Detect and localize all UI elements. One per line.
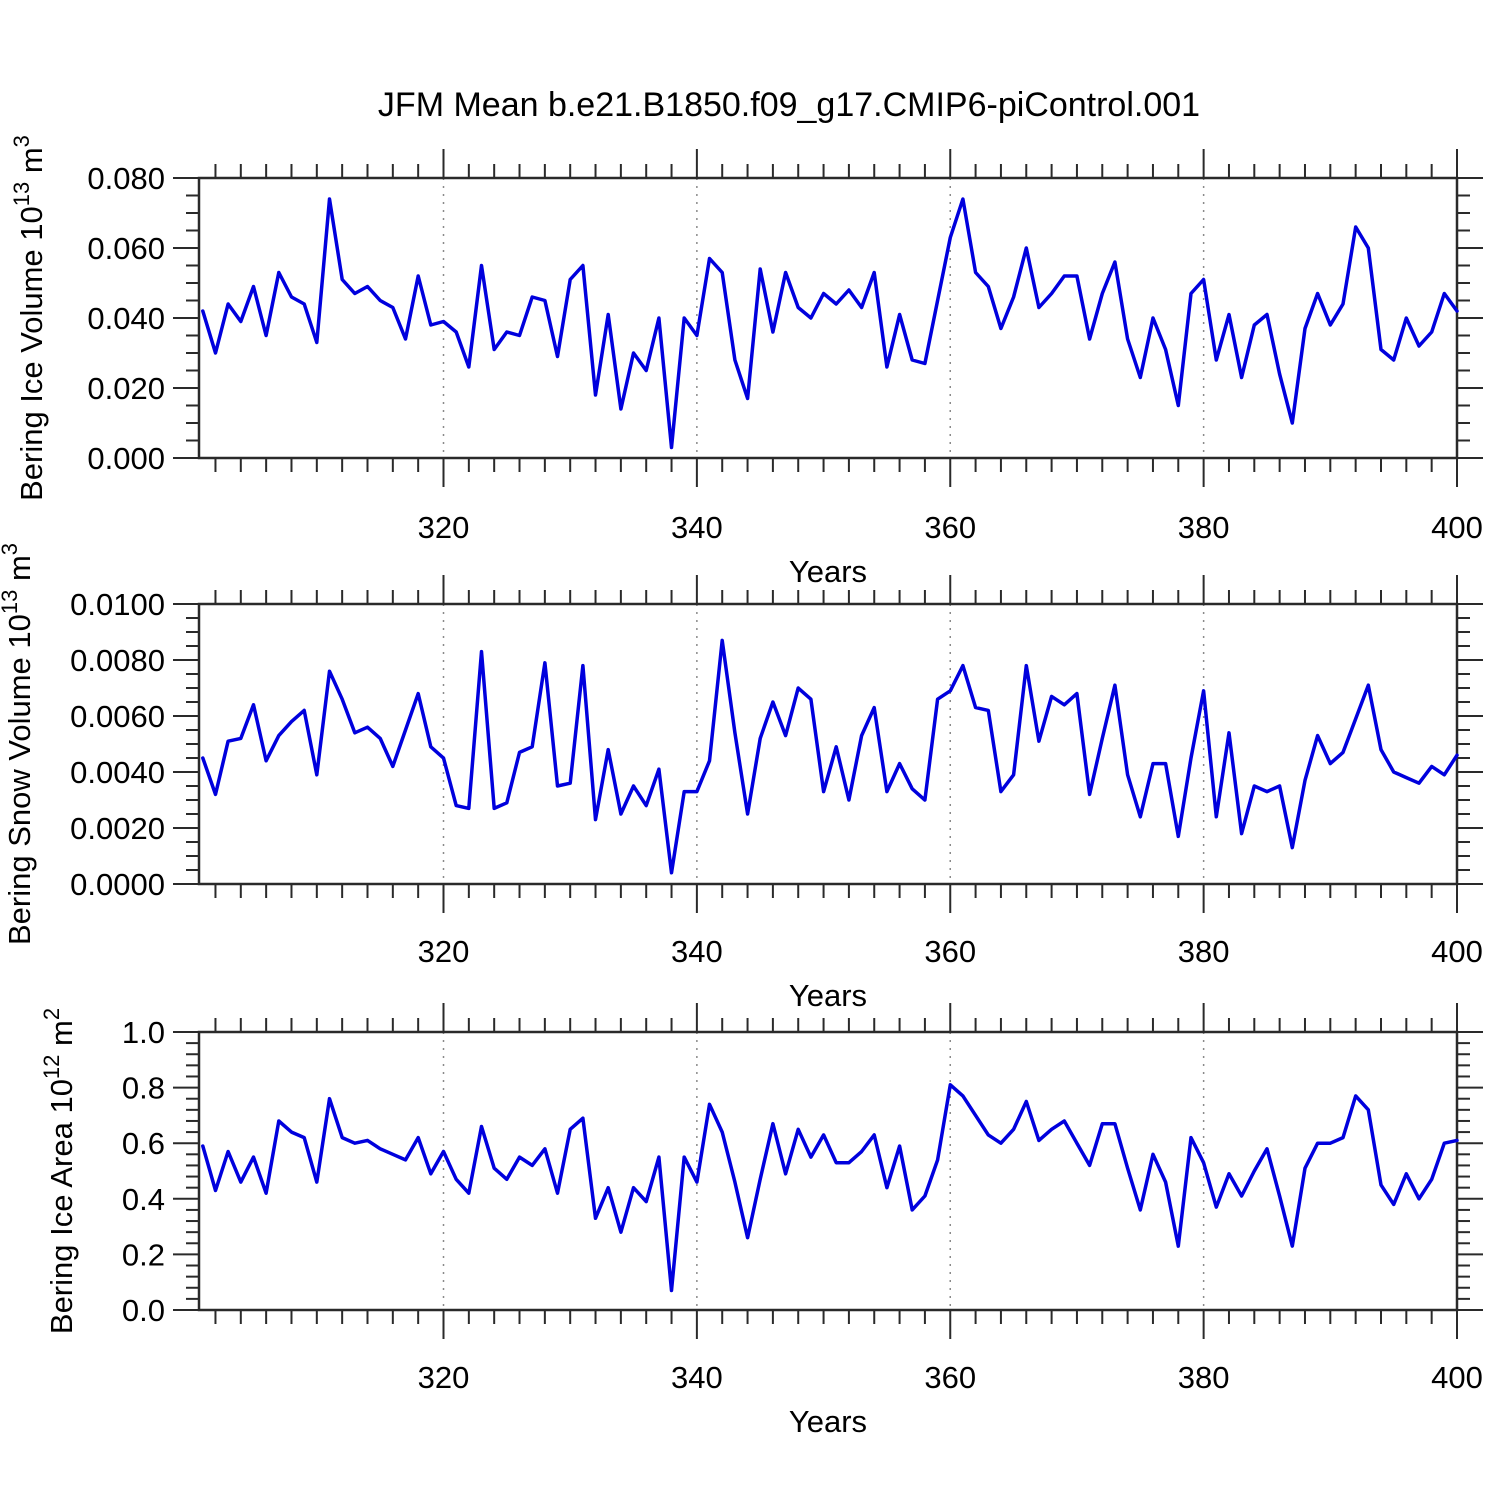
x-tick-label: 380 — [1178, 1360, 1230, 1395]
x-axis-title: Years — [789, 978, 867, 1013]
ticks — [173, 149, 1483, 487]
x-tick-label: 360 — [924, 934, 976, 969]
x-tick-label: 380 — [1178, 934, 1230, 969]
y-tick-label: 0.040 — [87, 301, 165, 336]
series-line-bering-ice-area — [201, 1083, 1459, 1293]
x-tick-label: 360 — [924, 510, 976, 545]
x-tick-label: 400 — [1431, 934, 1483, 969]
x-tick-labels: 320 340 360 380 400 — [418, 1360, 1483, 1395]
gridlines — [442, 1032, 1205, 1310]
y-tick-label: 0.2 — [122, 1237, 165, 1272]
chart-title: JFM Mean b.e21.B1850.f09_g17.CMIP6-piCon… — [377, 86, 1201, 124]
y-tick-label: 0.000 — [87, 441, 165, 476]
plot-border — [197, 1030, 1459, 1312]
y-tick-label: 0.6 — [122, 1126, 165, 1161]
x-axis-title: Years — [789, 1404, 867, 1439]
y-axis-title: Bering Ice Volume 1013 m3 — [9, 135, 49, 501]
y-tick-labels: 0.000 0.020 0.040 0.060 0.080 — [87, 161, 165, 476]
x-tick-label: 320 — [418, 934, 470, 969]
y-tick-label: 1.0 — [122, 1015, 165, 1050]
y-tick-label: 0.0040 — [70, 755, 165, 790]
y-axis-title: Bering Snow Volume 1013 m3 — [0, 543, 37, 945]
panel-bering-snow-volume: 320 340 360 380 4000.00000.00200.00400.00600… — [0, 543, 1483, 1013]
y-tick-labels: 0.0000 0.0020 0.0040 0.0060 0.0080 0.0100 — [70, 587, 165, 902]
y-tick-label: 0.060 — [87, 231, 165, 266]
y-tick-label: 0.0000 — [70, 867, 165, 902]
x-tick-labels: 320 340 360 380 400 — [418, 510, 1483, 545]
x-tick-label: 380 — [1178, 510, 1230, 545]
y-tick-label: 0.0 — [122, 1293, 165, 1328]
panel-bering-ice-area: 320 340 360 380 400 0.0 0.2 0.4 0.6 0.8 1.0 Years Be… — [39, 1003, 1483, 1439]
x-tick-label: 320 — [418, 510, 470, 545]
x-tick-label: 360 — [924, 1360, 976, 1395]
x-tick-label: 400 — [1431, 1360, 1483, 1395]
y-tick-labels: 0.0 0.2 0.4 0.6 0.8 1.0 — [122, 1015, 165, 1328]
panel-bering-ice-volume: 320 340 360 380 400 0.000 0.020 0.040 0.060 0.080… — [9, 135, 1483, 589]
x-tick-label: 340 — [671, 510, 723, 545]
series-line-bering-snow-volume — [201, 638, 1459, 875]
y-tick-label: 0.0020 — [70, 811, 165, 846]
y-tick-label: 0.8 — [122, 1071, 165, 1106]
y-tick-label: 0.4 — [122, 1182, 165, 1217]
x-tick-label: 340 — [671, 1360, 723, 1395]
gridlines — [442, 178, 1205, 458]
y-tick-label: 0.020 — [87, 371, 165, 406]
ticks — [173, 575, 1483, 913]
y-tick-label: 0.080 — [87, 161, 165, 196]
plot-border — [197, 602, 1459, 886]
y-tick-label: 0.0080 — [70, 643, 165, 678]
series-line-bering-ice-volume — [201, 197, 1459, 450]
gridlines — [442, 604, 1205, 884]
x-tick-label: 340 — [671, 934, 723, 969]
x-tick-label: 400 — [1431, 510, 1483, 545]
y-axis-title: Bering Ice Area 1012 m2 — [39, 1008, 79, 1334]
y-tick-label: 0.0100 — [70, 587, 165, 622]
x-axis-title: Years — [789, 554, 867, 589]
ticks — [173, 1003, 1483, 1339]
x-tick-label: 320 — [418, 1360, 470, 1395]
y-tick-label: 0.0060 — [70, 699, 165, 734]
x-tick-labels: 320 340 360 380 400 — [418, 934, 1483, 969]
